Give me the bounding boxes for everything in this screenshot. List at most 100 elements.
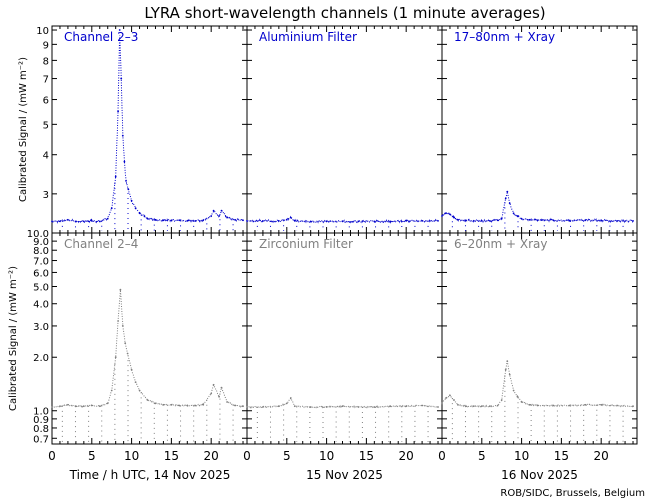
data-point xyxy=(309,406,312,408)
data-point xyxy=(110,389,113,392)
y-tick-label: 3 xyxy=(43,190,49,201)
data-point xyxy=(117,110,119,113)
data-point xyxy=(508,202,511,205)
data-point xyxy=(389,405,392,408)
data-point xyxy=(106,402,109,405)
data-point xyxy=(67,403,69,406)
y-tick-label: 0.8 xyxy=(33,424,49,435)
data-point xyxy=(138,212,141,215)
data-point xyxy=(114,356,117,359)
data-point xyxy=(186,404,189,407)
data-point xyxy=(178,219,181,222)
x-tick-label: 20 xyxy=(204,449,219,463)
data-point xyxy=(488,405,491,408)
panel-frame xyxy=(441,232,638,445)
data-point xyxy=(512,212,515,215)
data-point xyxy=(568,220,571,222)
data-point xyxy=(130,368,133,371)
data-point xyxy=(520,401,523,403)
data-point xyxy=(480,405,483,408)
data-point xyxy=(441,215,443,217)
x-tick-label: 20 xyxy=(399,449,414,463)
data-point xyxy=(568,404,571,407)
data-point xyxy=(210,215,213,217)
panel-frame xyxy=(441,25,638,234)
y-tick-label: 4.0 xyxy=(33,300,49,311)
data-point xyxy=(373,220,376,223)
data-series xyxy=(441,361,634,408)
data-point xyxy=(506,360,509,363)
y-tick-label: 8 xyxy=(43,56,49,67)
y-tick-label: 9 xyxy=(43,40,49,51)
data-point xyxy=(226,216,229,219)
data-point xyxy=(520,217,523,220)
data-point xyxy=(600,219,603,222)
data-point xyxy=(212,383,215,386)
data-point xyxy=(437,220,439,222)
data-point xyxy=(389,220,392,223)
data-point xyxy=(126,352,129,355)
data-point xyxy=(121,325,124,327)
data-point xyxy=(293,405,296,408)
data-point xyxy=(170,219,173,222)
data-point xyxy=(178,404,181,407)
y-axis-label: Calibrated Signal / (mW m⁻²) xyxy=(8,266,19,411)
data-point xyxy=(146,217,149,220)
data-point xyxy=(210,392,213,395)
data-point xyxy=(584,403,587,406)
panel-frame xyxy=(246,232,443,445)
data-point xyxy=(98,405,101,408)
data-point xyxy=(584,219,587,222)
panel-frame xyxy=(51,25,248,234)
panel-label: Aluminium Filter xyxy=(259,30,357,44)
data-point xyxy=(445,212,447,215)
data-point xyxy=(512,389,515,392)
data-series xyxy=(51,289,244,409)
data-point xyxy=(124,342,127,345)
data-point xyxy=(262,406,264,408)
data-point xyxy=(82,220,85,223)
data-point xyxy=(441,402,443,405)
data-point xyxy=(465,219,467,222)
data-point xyxy=(289,216,292,219)
credit-text: ROB/SIDC, Brussels, Belgium xyxy=(500,488,645,499)
data-point xyxy=(134,381,137,383)
x-tick-label: 15 xyxy=(359,449,374,463)
data-point xyxy=(357,406,360,408)
x-tick-label: 5 xyxy=(478,449,486,463)
data-point xyxy=(289,397,292,399)
data-point xyxy=(246,406,248,408)
y-tick-label: 10 xyxy=(36,26,49,37)
plot-area: Calibrated Signal / (mW m⁻²) 3 4 5 6 7 8 9 10 Cha… xyxy=(8,25,638,482)
data-point xyxy=(242,405,244,408)
y-tick-label: 4 xyxy=(43,151,49,162)
x-tick-label: 0 xyxy=(48,449,56,463)
data-point xyxy=(59,405,61,408)
data-point xyxy=(616,404,618,407)
data-point xyxy=(212,209,215,212)
data-point xyxy=(234,404,237,407)
data-point xyxy=(457,403,459,406)
data-point xyxy=(146,399,149,401)
data-point xyxy=(600,403,603,406)
x-tick-label: 10 xyxy=(124,449,139,463)
data-point xyxy=(516,395,519,398)
data-point xyxy=(488,220,491,222)
data-point xyxy=(138,389,141,392)
data-point xyxy=(632,220,634,222)
x-tick-label: 5 xyxy=(88,449,96,463)
data-point xyxy=(82,405,85,408)
data-point xyxy=(552,219,555,222)
data-point xyxy=(125,180,127,182)
x-axis-day-label: 16 Nov 2025 xyxy=(501,468,578,482)
x-tick-label: 10 xyxy=(319,449,334,463)
data-point xyxy=(500,399,503,401)
data-point xyxy=(234,218,237,221)
x-tick-label: 15 xyxy=(164,449,179,463)
data-point xyxy=(262,220,264,222)
x-tick-label: 20 xyxy=(594,449,609,463)
y-tick-label: 7.0 xyxy=(33,257,49,268)
data-point xyxy=(421,220,423,222)
data-point xyxy=(341,220,344,223)
